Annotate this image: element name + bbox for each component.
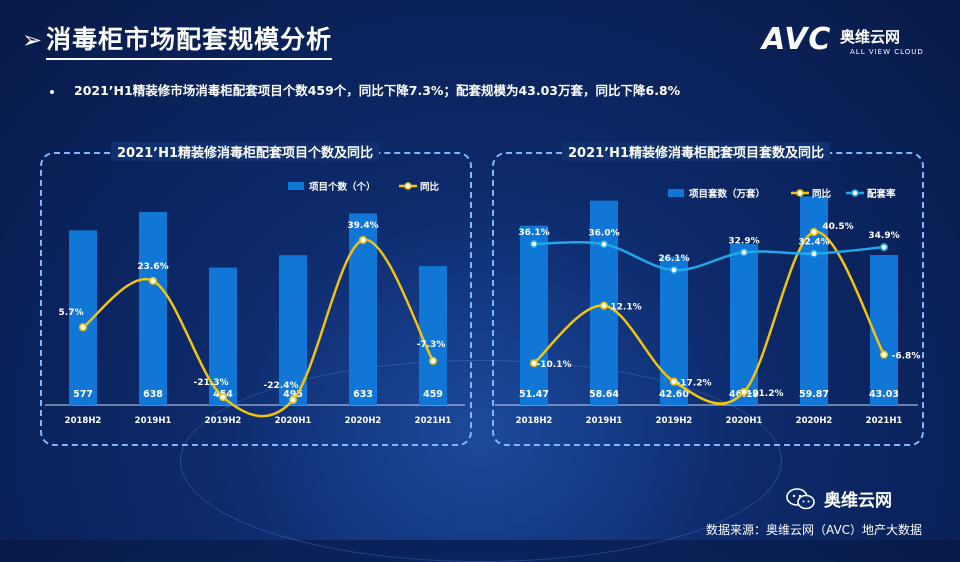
logo-cn-text: 奥维云网 bbox=[840, 28, 901, 46]
legend-swatch-left-1 bbox=[288, 182, 304, 190]
wechat-label: 奥维云网 bbox=[824, 491, 892, 511]
bullet-dot-icon bbox=[50, 89, 54, 94]
left-x-tick-2018H2: 2018H2 bbox=[65, 416, 102, 426]
avc-logo: AVC 奥维云网 ALL VIEW CLOUD bbox=[762, 22, 942, 62]
legend-marker-right-3 bbox=[851, 189, 859, 197]
summary-text: 2021’H1精装修市场消毒柜配套项目个数459个，同比下降7.3%；配套规模为… bbox=[74, 83, 681, 98]
legend-label-right-3: 配套率 bbox=[867, 188, 896, 200]
right-bar-label-2020H2: 59.87 bbox=[799, 389, 829, 400]
left-x-tick-2020H2: 2020H2 bbox=[345, 416, 382, 426]
data-source-note: 数据来源：奥维云网（AVC）地产大数据 bbox=[706, 523, 923, 537]
logo-mark: AVC bbox=[762, 22, 832, 57]
right-rate-point-2020H2 bbox=[809, 249, 818, 258]
left-yoy-line bbox=[82, 238, 435, 418]
left-bar-label-2019H1: 638 bbox=[143, 389, 163, 400]
left-bar-label-2021H1: 459 bbox=[423, 389, 443, 400]
right-yoy-point-2019H1 bbox=[599, 301, 608, 310]
left-yoy-label-2020H1: -22.4% bbox=[264, 381, 299, 391]
right-yoy-label-2018H2: -10.1% bbox=[537, 360, 572, 370]
right-yoy-label-2019H1: 12.1% bbox=[610, 303, 641, 313]
left-chart-title: 2021’H1精装修消毒柜配套项目个数及同比 bbox=[111, 142, 380, 161]
right-bar-2021H1 bbox=[870, 255, 898, 405]
right-rate-point-2019H2 bbox=[669, 265, 678, 274]
left-x-tick-2019H1: 2019H1 bbox=[135, 416, 172, 426]
left-bar-2019H1 bbox=[139, 211, 167, 405]
legend-label-right-1: 项目套数（万套） bbox=[689, 188, 765, 200]
right-yoy-label-2021H1: -6.8% bbox=[892, 352, 921, 362]
left-bar-2020H2 bbox=[349, 213, 377, 405]
right-bar-label-2018H2: 51.47 bbox=[519, 389, 549, 400]
page-title: ➢ 消毒柜市场配套规模分析 bbox=[22, 20, 333, 60]
left-yoy-label-2019H2: -21.3% bbox=[194, 378, 229, 388]
right-yoy-label-2020H2: 40.5% bbox=[822, 222, 853, 232]
legend-label-right-2: 同比 bbox=[812, 188, 832, 200]
left-bar-label-2018H2: 577 bbox=[73, 389, 93, 400]
right-rate-point-2020H1 bbox=[739, 248, 748, 257]
logo-en-text: ALL VIEW CLOUD bbox=[850, 48, 924, 56]
legend-swatch-right-1 bbox=[668, 189, 684, 197]
legend-marker-right-2 bbox=[796, 189, 804, 197]
left-bar-label-2020H2: 633 bbox=[353, 389, 373, 400]
right-bar-label-2019H2: 42.60 bbox=[659, 389, 689, 400]
right-yoy-point-2020H1 bbox=[739, 387, 748, 396]
right-x-tick-2021H1: 2021H1 bbox=[866, 416, 903, 426]
left-bar-label-2020H1: 495 bbox=[283, 389, 303, 400]
right-yoy-point-2018H2 bbox=[529, 359, 538, 368]
legend-label-left-1: 项目个数（个） bbox=[309, 181, 376, 193]
arrow-icon: ➢ bbox=[22, 26, 43, 54]
right-rate-label-2019H2: 26.1% bbox=[658, 254, 689, 264]
left-yoy-point-2021H1 bbox=[428, 356, 437, 365]
right-rate-label-2020H2: 32.4% bbox=[798, 238, 829, 248]
right-yoy-point-2020H2 bbox=[809, 228, 818, 237]
right-bar-label-2021H1: 43.03 bbox=[869, 389, 899, 400]
left-yoy-point-2020H1 bbox=[288, 395, 297, 404]
right-x-tick-2020H2: 2020H2 bbox=[796, 416, 833, 426]
left-yoy-label-2020H2: 39.4% bbox=[347, 221, 378, 231]
left-yoy-point-2019H2 bbox=[219, 393, 228, 402]
left-x-tick-2020H1: 2020H1 bbox=[275, 416, 312, 426]
right-rate-line bbox=[533, 241, 885, 272]
left-yoy-label-2021H1: -7.3% bbox=[417, 340, 446, 350]
left-yoy-point-2018H2 bbox=[79, 323, 88, 332]
wechat-badge: 奥维云网 bbox=[786, 486, 892, 511]
left-x-tick-2019H2: 2019H2 bbox=[205, 416, 242, 426]
left-bar-2020H1 bbox=[279, 255, 307, 405]
right-yoy-label-2020H1: -21.2% bbox=[749, 389, 784, 399]
left-yoy-label-2019H1: 23.6% bbox=[137, 262, 168, 272]
right-bar-2018H2 bbox=[520, 225, 548, 405]
right-rate-point-2021H1 bbox=[879, 243, 888, 252]
left-bar-2019H2 bbox=[209, 267, 237, 405]
right-yoy-point-2021H1 bbox=[879, 350, 888, 359]
right-rate-label-2019H1: 36.0% bbox=[588, 228, 619, 238]
legend-label-left-2: 同比 bbox=[420, 181, 440, 193]
right-bar-label-2019H1: 58.64 bbox=[589, 389, 619, 400]
right-chart-title: 2021’H1精装修消毒柜配套项目套数及同比 bbox=[562, 142, 831, 161]
legend-marker-left-2 bbox=[404, 182, 412, 190]
charts-canvas: 5772018H26382019H14542019H24952020H16332… bbox=[45, 181, 921, 426]
right-rate-label-2020H1: 32.9% bbox=[728, 236, 759, 246]
right-x-tick-2019H1: 2019H1 bbox=[586, 416, 623, 426]
right-x-tick-2019H2: 2019H2 bbox=[656, 416, 693, 426]
left-bar-2021H1 bbox=[419, 266, 447, 405]
right-rate-label-2021H1: 34.9% bbox=[868, 231, 899, 241]
left-yoy-point-2019H1 bbox=[149, 276, 158, 285]
right-yoy-label-2019H2: -17.2% bbox=[677, 379, 712, 389]
right-rate-point-2019H1 bbox=[599, 240, 608, 249]
right-x-tick-2018H2: 2018H2 bbox=[516, 416, 553, 426]
page-title-text: 消毒柜市场配套规模分析 bbox=[46, 20, 333, 60]
wechat-icon bbox=[786, 487, 815, 509]
right-x-tick-2020H1: 2020H1 bbox=[726, 416, 763, 426]
right-yoy-point-2019H2 bbox=[669, 377, 678, 386]
left-yoy-point-2020H2 bbox=[358, 236, 367, 245]
summary-bullet: 2021’H1精装修市场消毒柜配套项目个数459个，同比下降7.3%；配套规模为… bbox=[50, 80, 680, 99]
right-bar-2020H1 bbox=[730, 244, 758, 405]
right-rate-point-2018H2 bbox=[529, 240, 538, 249]
left-x-tick-2021H1: 2021H1 bbox=[415, 416, 452, 426]
left-yoy-label-2018H2: 5.7% bbox=[59, 308, 84, 318]
right-rate-label-2018H2: 36.1% bbox=[518, 228, 549, 238]
